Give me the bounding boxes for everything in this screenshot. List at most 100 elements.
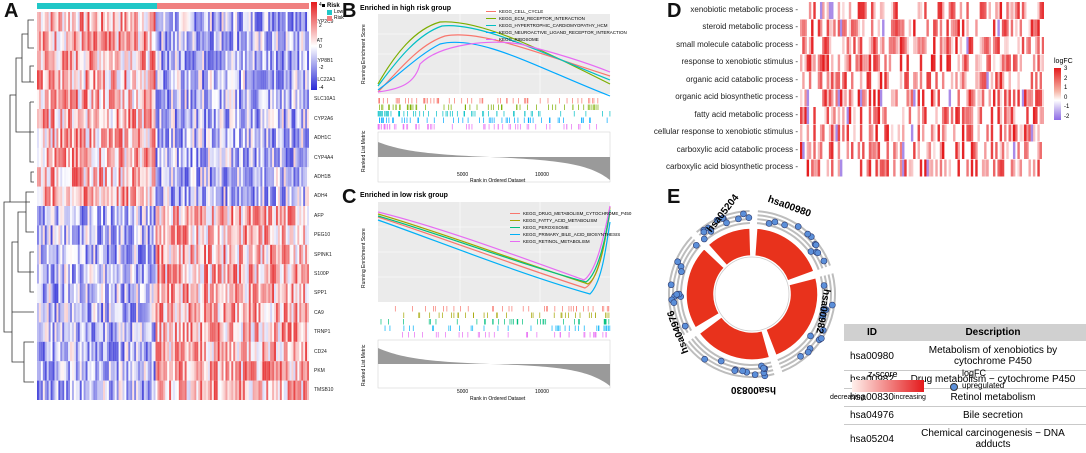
legend-label: KEGG_DRUG_METABOLISM_CYTOCHROME_P450 <box>523 211 631 216</box>
logfc-tick: -1 <box>1064 104 1069 110</box>
go-logfc-heatmap <box>800 2 1044 182</box>
gsea-b-legend-item: KEGG_ECM_RECEPTOR_INTERACTION <box>486 15 627 22</box>
legend-label: KEGG_FATTY_ACID_METABOLISM <box>523 218 597 223</box>
gsea-b-title: Enriched in high risk group <box>360 5 451 12</box>
legend-label: KEGG_RETINOL_METABOLISM <box>523 239 590 244</box>
table-cell-id: hsa04976 <box>844 407 900 425</box>
logfc-tick: 2 <box>1064 76 1067 82</box>
scale-tick-4: 4 <box>319 2 322 8</box>
go-term-label: cellular response to xenobiotic stimulus… <box>654 127 798 136</box>
legend-risk-label: Risk <box>334 15 344 21</box>
gsea-c-xlabel: Rank in Ordered Dataset <box>470 396 525 402</box>
go-term-label: small molecule catabolic process - <box>676 40 798 49</box>
legend-label: KEGG_ECM_RECEPTOR_INTERACTION <box>499 16 585 21</box>
gsea-b-ylabel-top: Running Enrichment Score <box>361 24 367 84</box>
risk-bar-low <box>37 3 157 9</box>
legend-line-icon <box>486 32 496 34</box>
upregulated-dot-icon <box>950 383 958 391</box>
gsea-c-title: Enriched in low risk group <box>360 192 448 199</box>
go-term-label: steroid metabolic process - <box>702 22 798 31</box>
legend-label: KEGG_RIBOSOME <box>499 37 539 42</box>
gsea-c-legend-item: KEGG_FATTY_ACID_METABOLISM <box>510 217 631 224</box>
legend-line-icon <box>510 227 520 229</box>
scale-tick-2: 2 <box>319 23 322 29</box>
scale-tick-m2: -2 <box>319 65 323 71</box>
risk-legend-bullet <box>322 4 325 7</box>
go-term-label: carboxylic acid biosynthetic process - <box>666 162 798 171</box>
gsea-b-legend-item: KEGG_RIBOSOME <box>486 36 627 43</box>
gene-label: AFP <box>314 213 324 219</box>
gene-label: SPP1 <box>314 290 327 296</box>
legend-line-icon <box>486 25 496 27</box>
zscore-high-label: increasing <box>894 394 926 401</box>
legend-label: KEGG_HYPERTROPHIC_CARDIOMYOPATHY_HCM <box>499 23 608 28</box>
gene-label: SLC22A1 <box>314 77 335 83</box>
gene-label: CA9 <box>314 310 324 316</box>
logfc-tick: 1 <box>1064 85 1067 91</box>
table-header-id: ID <box>844 324 900 342</box>
gene-label: ADH1B <box>314 174 331 180</box>
go-term-label: response to xenobiotic stimulus - <box>682 57 799 66</box>
panel-letter-b: B <box>342 0 356 23</box>
go-term-label: organic acid catabolic process - <box>686 75 798 84</box>
legend-risk-swatch <box>327 16 332 21</box>
legend-line-icon <box>510 241 520 243</box>
row-dendrogram <box>0 12 36 400</box>
logfc-dot-legend-title: logFC <box>962 368 986 378</box>
gene-label: TMSB10 <box>314 387 333 393</box>
gsea-c-legend-item: KEGG_RETINOL_METABOLISM <box>510 238 631 245</box>
expression-heatmap <box>37 12 309 400</box>
gsea-b-legend-item: KEGG_HYPERTROPHIC_CARDIOMYOPATHY_HCM <box>486 22 627 29</box>
go-term-label: organic acid biosynthetic process - <box>675 92 798 101</box>
legend-line-icon <box>510 213 520 215</box>
go-term-labels: xenobiotic metabolic process - steroid me… <box>670 0 798 180</box>
gsea-c-ylabel-bottom: Ranked List Metric <box>361 345 367 386</box>
zscore-legend-title: z-score <box>868 369 898 379</box>
logfc-legend-title: logFC <box>1054 58 1073 65</box>
ring-label-hsa00830: hsa00830 <box>731 384 776 395</box>
legend-line-icon <box>486 18 496 20</box>
gsea-b-legend-item: KEGG_NEUROACTIVE_LIGAND_RECEPTOR_INTERAC… <box>486 29 627 36</box>
risk-bar-high <box>157 3 309 9</box>
legend-low-swatch <box>327 10 332 15</box>
gene-label: CYP4A4 <box>314 155 333 161</box>
table-header-description: Description <box>900 324 1086 342</box>
gene-label: PKM <box>314 368 325 374</box>
legend-label: KEGG_NEUROACTIVE_LIGAND_RECEPTOR_INTERAC… <box>499 30 627 35</box>
logfc-tick: 0 <box>1064 95 1067 101</box>
expression-color-scale <box>311 2 317 90</box>
go-term-label: fatty acid metabolic process - <box>694 110 798 119</box>
table-cell-description: Metabolism of xenobiotics by cytochrome … <box>900 342 1086 371</box>
gsea-b-legend-item: KEGG_CELL_CYCLE <box>486 8 627 15</box>
logfc-color-scale <box>1054 68 1061 120</box>
gene-label: PEG10 <box>314 232 330 238</box>
legend-label: KEGG_CELL_CYCLE <box>499 9 543 14</box>
gsea-c-legend-item: KEGG_PEROXISOME <box>510 224 631 231</box>
gene-label: CYP2A6 <box>314 116 333 122</box>
go-term-label: xenobiotic metabolic process - <box>690 5 798 14</box>
scale-tick-0: 0 <box>319 44 322 50</box>
gene-label: S100P <box>314 271 329 277</box>
legend-line-icon <box>486 11 496 13</box>
gsea-b-legend: KEGG_CELL_CYCLE KEGG_ECM_RECEPTOR_INTERAC… <box>486 8 627 43</box>
scale-tick-m4: -4 <box>319 85 323 91</box>
zscore-low-label: decreasing <box>830 394 864 401</box>
zscore-gradient <box>852 380 924 392</box>
legend-line-icon <box>510 220 520 222</box>
go-term-label: carboxylic acid catabolic process - <box>677 145 798 154</box>
table-cell-id: hsa05204 <box>844 425 900 453</box>
legend-label: KEGG_PEROXISOME <box>523 225 569 230</box>
gene-label: ADH4 <box>314 193 327 199</box>
gene-label: CD24 <box>314 349 327 355</box>
gsea-c-ylabel-top: Running Enrichment Score <box>361 228 367 288</box>
gsea-b-xtick-10000: 10000 <box>535 172 549 178</box>
gsea-c-xtick-5000: 5000 <box>457 389 468 395</box>
gsea-b-xlabel: Rank in Ordered Dataset <box>470 178 525 184</box>
gsea-c-legend-item: KEGG_DRUG_METABOLISM_CYTOCHROME_P450 <box>510 210 631 217</box>
gsea-b-ylabel-bottom: Ranked List Metric <box>361 131 367 172</box>
legend-label: KEGG_PRIMARY_BILE_ACID_BIOSYNTHESIS <box>523 232 620 237</box>
legend-line-icon <box>510 234 520 236</box>
table-cell-description: Chemical carcinogenesis − DNA adducts <box>900 425 1086 453</box>
